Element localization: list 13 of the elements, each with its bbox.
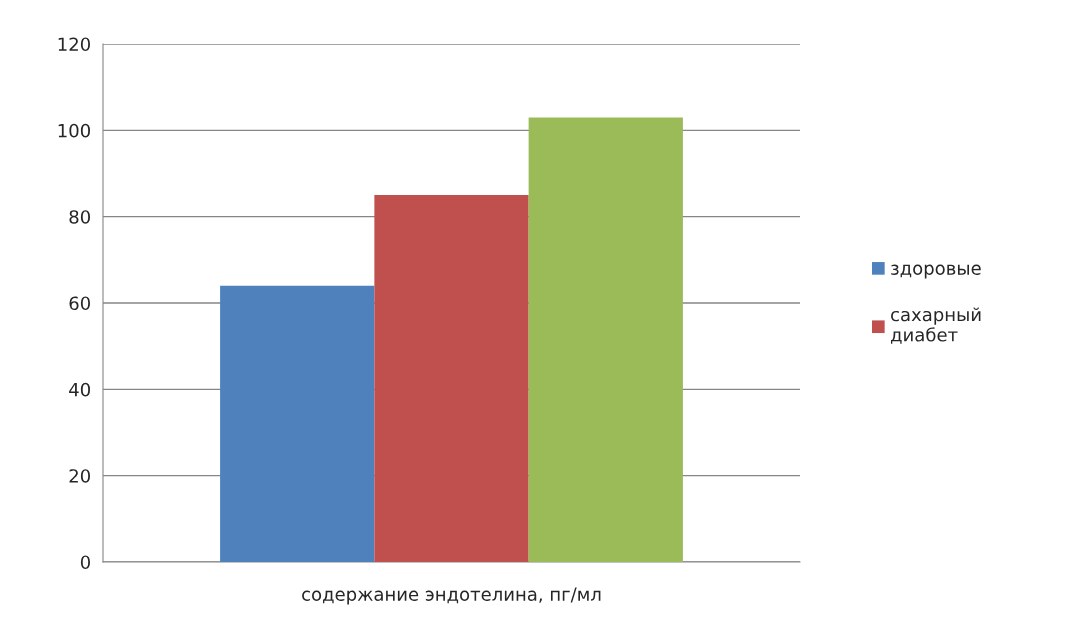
legend-label: сахарный диабет <box>891 307 981 344</box>
bar <box>374 195 529 562</box>
legend-label: здоровые <box>891 264 981 279</box>
y-tick-label: 120 <box>58 37 90 52</box>
y-tick-label: 100 <box>58 123 90 138</box>
y-tick-label: 60 <box>69 296 90 311</box>
bar <box>220 285 375 562</box>
y-tick-label: 80 <box>69 210 90 224</box>
bar <box>528 117 683 562</box>
y-tick-label: 0 <box>80 555 90 570</box>
x-tick-label: содержание эндотелина, пг/мл <box>302 587 601 605</box>
y-tick-label: 20 <box>69 469 90 483</box>
y-tick-label: 40 <box>69 382 90 397</box>
